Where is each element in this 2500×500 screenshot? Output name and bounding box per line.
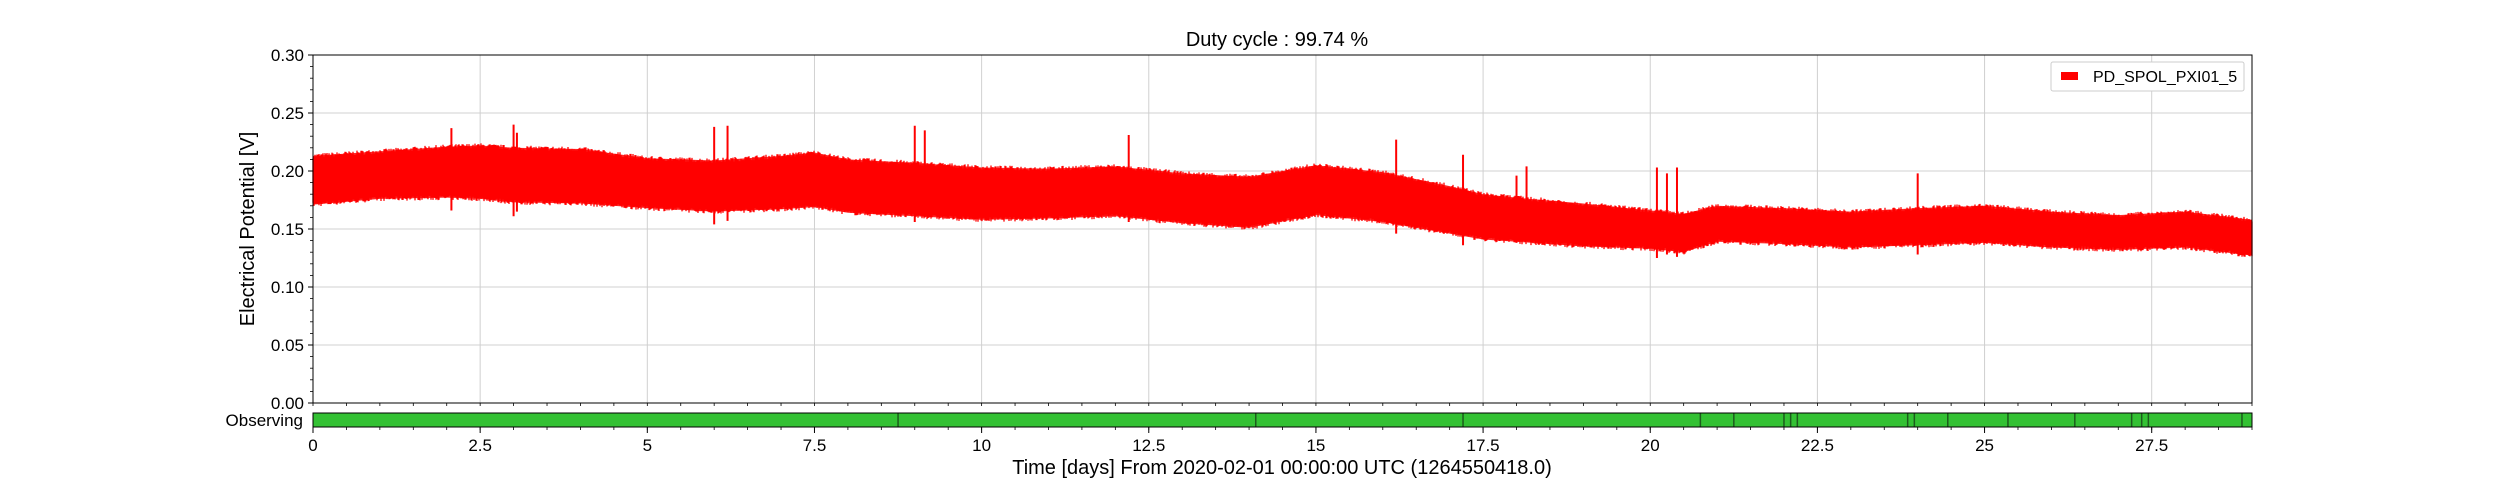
x-tick-label-7-5: 7.5 (803, 436, 827, 455)
x-tick-label-22-5: 22.5 (1801, 436, 1834, 455)
observing-segment-bar (313, 413, 2252, 427)
y-tick-label-0-30: 0.30 (271, 46, 304, 65)
observing-gaps (897, 413, 2243, 427)
legend-box (2050, 61, 2245, 92)
x-axis: 0 2.5 5 7.5 10 12.5 15 17.5 20 22.5 25 27.5 (308, 427, 2253, 455)
y-tick-label-0-10: 0.10 (271, 278, 304, 297)
x-tick-label-15: 15 (1306, 436, 1325, 455)
legend: PD_SPOL_PXI01_5 (2050, 61, 2245, 92)
x-tick-label-17-5: 17.5 (1467, 436, 1500, 455)
legend-label-pd-spol-pxi01-5: PD_SPOL_PXI01_5 (2093, 69, 2237, 86)
y-tick-label-0-00: 0.00 (271, 394, 304, 413)
series-layer (312, 124, 2253, 258)
y-tick-label-0-25: 0.25 (271, 104, 304, 123)
x-tick-label-20: 20 (1641, 436, 1660, 455)
x-tick-label-0: 0 (308, 436, 317, 455)
y-tick-label-0-20: 0.20 (271, 162, 304, 181)
chart-title: Duty cycle : 99.74 % (1186, 29, 1369, 51)
y-tick-label-0-05: 0.05 (271, 336, 304, 355)
y-axis: 0.00 0.05 0.10 0.15 0.20 0.25 0.30 (271, 46, 2253, 413)
observing-label: Observing (226, 411, 303, 430)
x-tick-label-5: 5 (643, 436, 652, 455)
legend-swatch-pd-spol-pxi01-5 (2061, 72, 2078, 80)
x-tick-label-25: 25 (1975, 436, 1994, 455)
series-envelope-0 (313, 145, 2252, 256)
x-tick-label-12-5: 12.5 (1132, 436, 1165, 455)
y-axis-label: Electrical Potential [V] (237, 132, 259, 327)
y-tick-label-0-15: 0.15 (271, 220, 304, 239)
x-tick-label-10: 10 (972, 436, 991, 455)
x-axis-label: Time [days] From 2020-02-01 00:00:00 UTC… (1012, 457, 1552, 479)
x-tick-label-2-5: 2.5 (468, 436, 492, 455)
x-tick-label-27-5: 27.5 (2135, 436, 2168, 455)
